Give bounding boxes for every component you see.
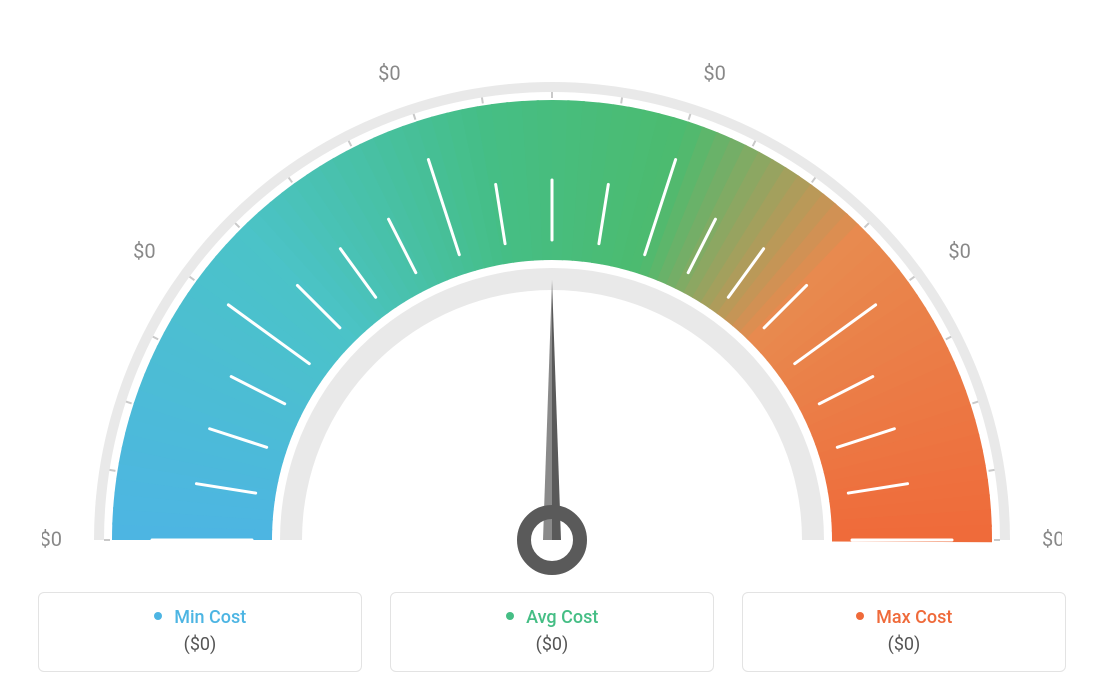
legend-label: Min Cost — [174, 607, 246, 628]
svg-text:$0: $0 — [703, 61, 725, 85]
legend-label: Max Cost — [876, 607, 952, 628]
legend-value: ($0) — [391, 634, 713, 655]
legend-avg-cost: Avg Cost ($0) — [390, 592, 714, 672]
legend-label: Avg Cost — [526, 607, 598, 628]
dot-icon — [856, 612, 864, 620]
legend-value: ($0) — [743, 634, 1065, 655]
cost-gauge-chart: $0 $0 $0 $0 $0 $0 — [42, 30, 1062, 570]
svg-text:$0: $0 — [133, 239, 155, 263]
legend-min-cost: Min Cost ($0) — [38, 592, 362, 672]
legend-row: Min Cost ($0) Avg Cost ($0) Max Cost ($0… — [38, 592, 1066, 672]
svg-text:$0: $0 — [1042, 527, 1062, 551]
dot-icon — [506, 612, 514, 620]
svg-text:$0: $0 — [378, 61, 400, 85]
svg-text:$0: $0 — [948, 239, 970, 263]
legend-value: ($0) — [39, 634, 361, 655]
svg-text:$0: $0 — [42, 527, 62, 551]
dot-icon — [154, 612, 162, 620]
legend-max-cost: Max Cost ($0) — [742, 592, 1066, 672]
